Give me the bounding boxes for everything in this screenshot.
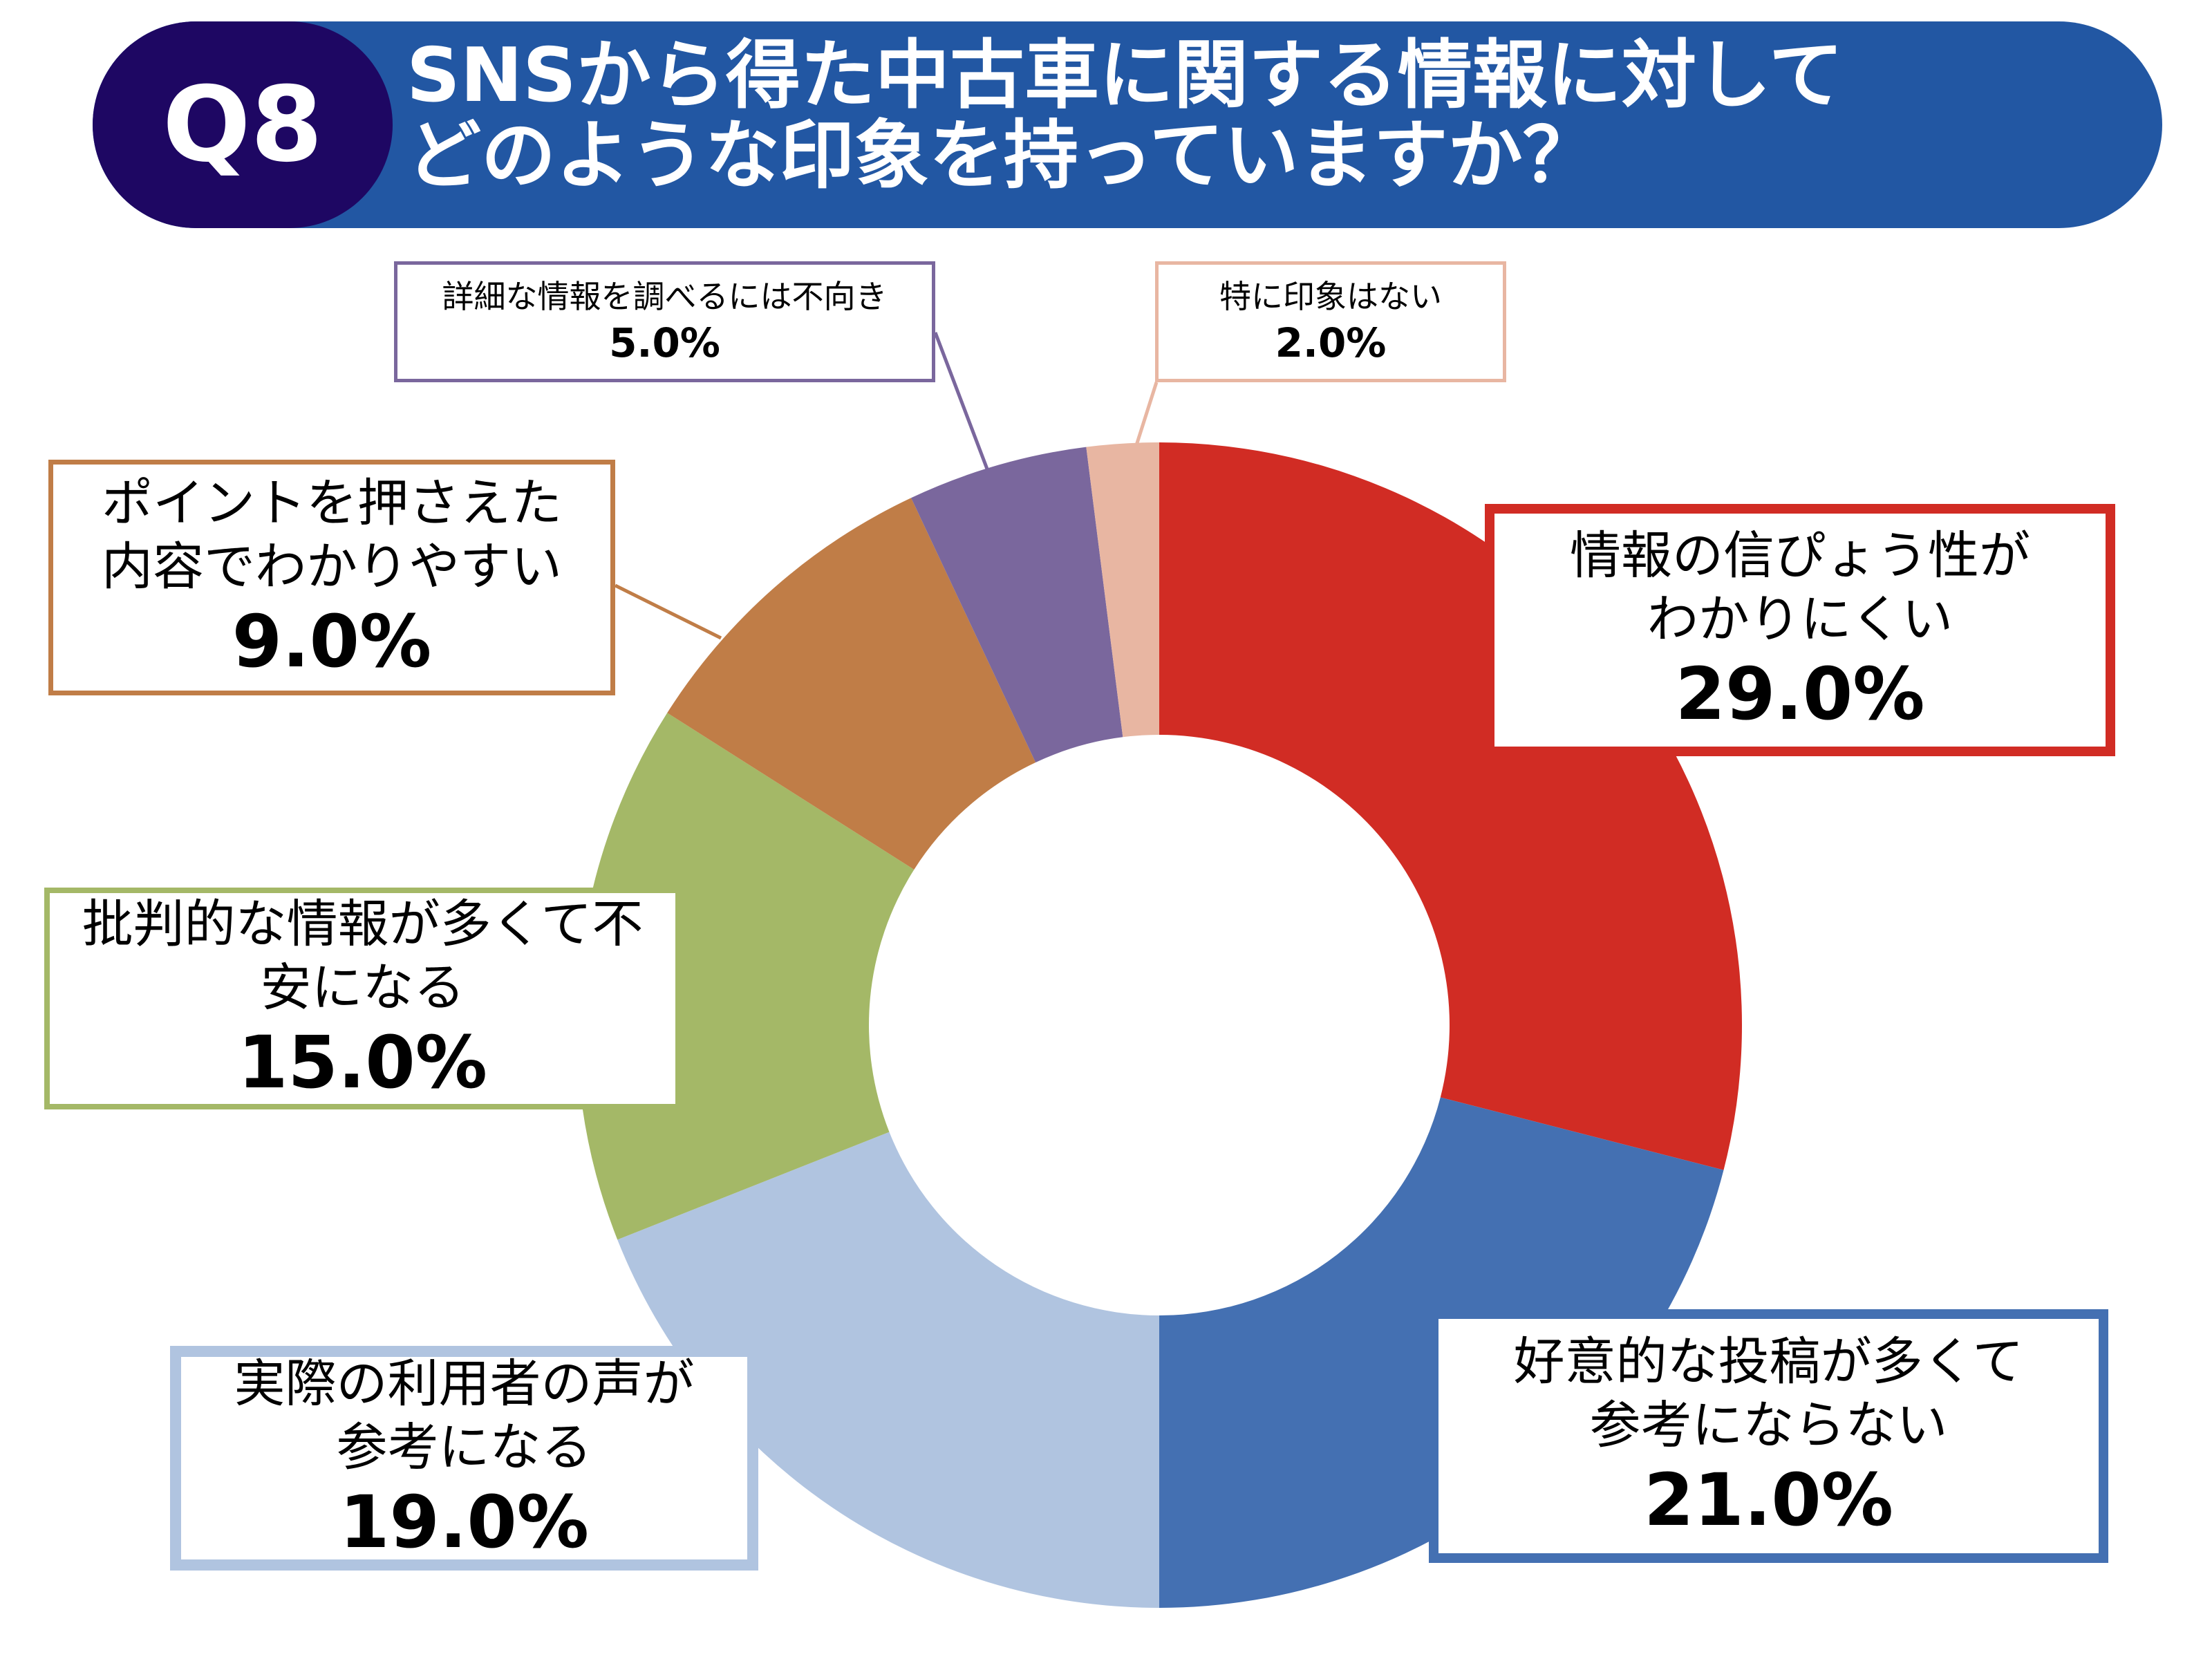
label-value: 15.0%	[238, 1020, 487, 1105]
question-header	[93, 21, 2162, 228]
donut-slice-5	[667, 498, 1036, 870]
label-value: 9.0%	[232, 599, 432, 684]
question-badge: Q8	[93, 21, 393, 228]
label-text: 実際の利用者の声が	[234, 1353, 695, 1414]
label-value: 19.0%	[339, 1479, 589, 1564]
label-text: 批判的な情報が多くて不	[82, 894, 644, 954]
label-text: ポイントを押さえた	[102, 473, 562, 533]
data-label-15: 批判的な情報が多くて不 安になる 15.0%	[44, 888, 681, 1109]
title-line-1: SNSから得た中古車に関する情報に対して	[406, 32, 1844, 119]
label-text: わかりにくい	[1647, 589, 1953, 649]
label-text: 詳細な情報を調べるには不向き	[442, 277, 888, 315]
label-text: 情報の信ぴょう性が	[1570, 525, 2030, 585]
label-value: 5.0%	[609, 319, 720, 366]
label-value: 29.0%	[1675, 651, 1925, 736]
title-line-2: どのような印象を持っていますか？	[406, 113, 1597, 199]
donut-slice-3	[617, 1132, 1159, 1608]
donut-slice-6	[911, 447, 1123, 762]
donut-slice-7	[1086, 442, 1159, 738]
label-text: 参考にならない	[1589, 1395, 1948, 1455]
leader-line	[1134, 382, 1159, 446]
data-label-29: 情報の信ぴょう性が わかりにくい 29.0%	[1485, 504, 2115, 756]
label-value: 21.0%	[1644, 1457, 1893, 1542]
label-text: 内容でわかりやすい	[102, 536, 562, 597]
question-title: SNSから得た中古車に関する情報に対して どのような印象を持っていますか？	[406, 36, 1844, 196]
leader-line	[933, 332, 990, 471]
data-label-21: 好意的な投稿が多くて 参考にならない 21.0%	[1429, 1309, 2108, 1563]
label-text: 好意的な投稿が多くて	[1513, 1331, 2024, 1391]
data-label-5: 詳細な情報を調べるには不向き 5.0%	[394, 261, 935, 382]
label-value: 2.0%	[1275, 319, 1387, 366]
label-text: 特に印象はない	[1219, 277, 1442, 315]
label-text: 参考になる	[336, 1417, 592, 1477]
data-label-19: 実際の利用者の声が 参考になる 19.0%	[170, 1346, 758, 1571]
data-label-9: ポイントを押さえた 内容でわかりやすい 9.0%	[48, 460, 615, 695]
data-label-2: 特に印象はない 2.0%	[1155, 261, 1506, 382]
leader-line	[614, 583, 722, 640]
label-text: 安になる	[260, 957, 465, 1018]
donut-slice-1	[1159, 442, 1743, 1170]
